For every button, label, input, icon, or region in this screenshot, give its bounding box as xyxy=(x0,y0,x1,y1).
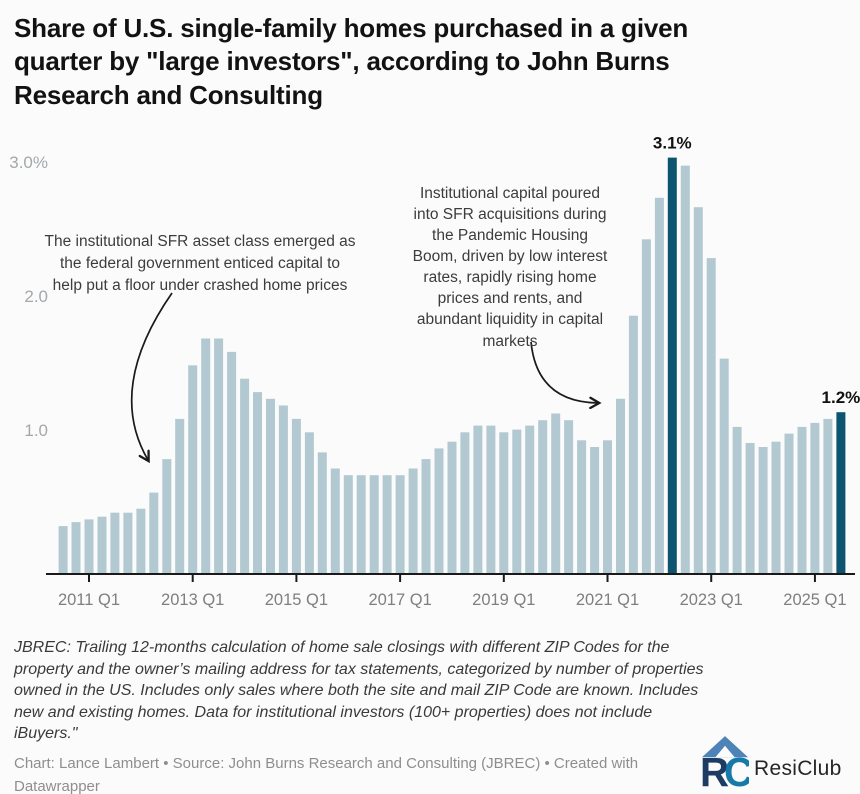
bar-2015-Q1 xyxy=(291,418,301,573)
annotation-pandemic-boom: Institutional capital poured into SFR ac… xyxy=(412,185,608,350)
x-tick-label: 2019 Q1 xyxy=(472,591,535,609)
bar-2010-Q4 xyxy=(71,522,81,573)
x-tick-label: 2023 Q1 xyxy=(680,591,743,609)
annotation-arrow-left xyxy=(130,292,173,464)
bar-2024-Q2 xyxy=(771,441,781,573)
bar-2021-Q1 xyxy=(603,440,612,573)
bar-2022-Q4 xyxy=(693,207,703,573)
bar-2013-Q2 xyxy=(201,338,211,573)
bar-2025-Q1 xyxy=(810,422,820,573)
bar-2011-Q3 xyxy=(110,512,120,573)
bar-2012-Q1 xyxy=(136,508,146,573)
bar-2014-Q3 xyxy=(266,398,275,573)
bar-2017-Q3 xyxy=(421,459,431,573)
bar-2019-Q1 xyxy=(499,432,509,573)
credit-line: Chart: Lance Lambert • Source: John Burn… xyxy=(14,755,639,794)
bar-2023-Q1 xyxy=(706,258,716,573)
bar-2014-Q1 xyxy=(240,378,250,573)
bar-2011-Q2 xyxy=(97,516,107,573)
bar-2025-Q3 xyxy=(836,412,846,573)
y-tick-label: 1.0 xyxy=(24,421,48,440)
x-tick-label: 2015 Q1 xyxy=(265,591,328,609)
bar-2020-Q4 xyxy=(590,447,600,573)
resiclub-logo-icon: R C xyxy=(701,736,749,790)
bar-2015-Q4 xyxy=(330,468,340,573)
bar-2011-Q1 xyxy=(84,519,94,573)
bar-2010-Q3 xyxy=(58,526,68,573)
bar-2018-Q1 xyxy=(447,441,457,573)
svg-text:C: C xyxy=(724,749,749,790)
resiclub-logo: R C ResiClub xyxy=(701,736,851,792)
bar-2018-Q4 xyxy=(486,425,496,573)
y-tick-label: 2.0 xyxy=(24,287,48,306)
x-tick-label: 2025 Q1 xyxy=(783,591,846,609)
bar-2022-Q2 xyxy=(667,157,677,573)
bar-2016-Q4 xyxy=(382,475,392,573)
annotation-sfr-emergence: The institutional SFR asset class emerge… xyxy=(44,233,356,294)
svg-text:R: R xyxy=(701,749,729,790)
bar-2021-Q2 xyxy=(616,398,625,573)
y-tick-label: 3.0% xyxy=(9,153,48,172)
bar-2023-Q3 xyxy=(732,426,742,573)
page-title: Share of U.S. single-family homes purcha… xyxy=(14,13,689,110)
bar-2025-Q2 xyxy=(823,418,833,573)
bar-2015-Q2 xyxy=(304,432,314,573)
x-tick-label: 2011 Q1 xyxy=(58,591,120,609)
bar-value-label: 3.1% xyxy=(653,134,692,153)
bar-2022-Q1 xyxy=(654,197,664,574)
bar-2023-Q4 xyxy=(745,443,755,573)
bar-2017-Q1 xyxy=(395,475,405,573)
bar-2024-Q3 xyxy=(784,433,794,573)
bar-2014-Q2 xyxy=(253,392,262,573)
bar-2013-Q1 xyxy=(188,365,198,573)
x-tick-label: 2021 Q1 xyxy=(576,591,639,609)
resiclub-logo-text: ResiClub xyxy=(754,757,842,780)
footnote: JBREC: Trailing 12-months calculation of… xyxy=(14,639,704,743)
bar-2024-Q1 xyxy=(758,447,768,573)
x-tick-label: 2017 Q1 xyxy=(368,591,431,609)
bar-2023-Q2 xyxy=(719,358,729,573)
bar-2022-Q3 xyxy=(680,165,690,573)
bar-2014-Q4 xyxy=(278,405,288,573)
bar-2020-Q2 xyxy=(564,420,574,573)
bar-2018-Q3 xyxy=(473,425,483,573)
x-tick-label: 2013 Q1 xyxy=(161,591,224,609)
bar-2020-Q3 xyxy=(577,440,587,573)
bar-2012-Q2 xyxy=(149,492,159,573)
bar-2024-Q4 xyxy=(797,426,807,573)
annotation-arrow-right xyxy=(530,341,602,410)
bar-2019-Q4 xyxy=(538,420,548,573)
bar-2013-Q4 xyxy=(227,351,237,573)
bar-2020-Q1 xyxy=(551,413,561,573)
bar-chart: 2011 Q1 2013 Q1 2015 Q1 2017 Q1 2019 Q1 2021 … xyxy=(9,134,860,609)
bar-2019-Q3 xyxy=(525,425,535,573)
bar-2012-Q4 xyxy=(175,418,185,573)
bar-2012-Q3 xyxy=(162,459,172,573)
bar-2021-Q3 xyxy=(628,315,638,573)
bar-2018-Q2 xyxy=(460,432,470,573)
bar-2011-Q4 xyxy=(123,512,133,573)
bar-2017-Q2 xyxy=(408,468,418,573)
bar-2016-Q2 xyxy=(356,475,366,573)
bar-2021-Q4 xyxy=(641,239,651,574)
bar-2015-Q3 xyxy=(317,452,327,573)
bar-2017-Q4 xyxy=(434,448,444,573)
bar-2016-Q3 xyxy=(369,475,379,573)
bar-value-label: 1.2% xyxy=(822,388,860,407)
bar-2013-Q3 xyxy=(214,338,224,573)
bar-2019-Q2 xyxy=(512,429,522,573)
bar-2016-Q1 xyxy=(343,475,353,573)
